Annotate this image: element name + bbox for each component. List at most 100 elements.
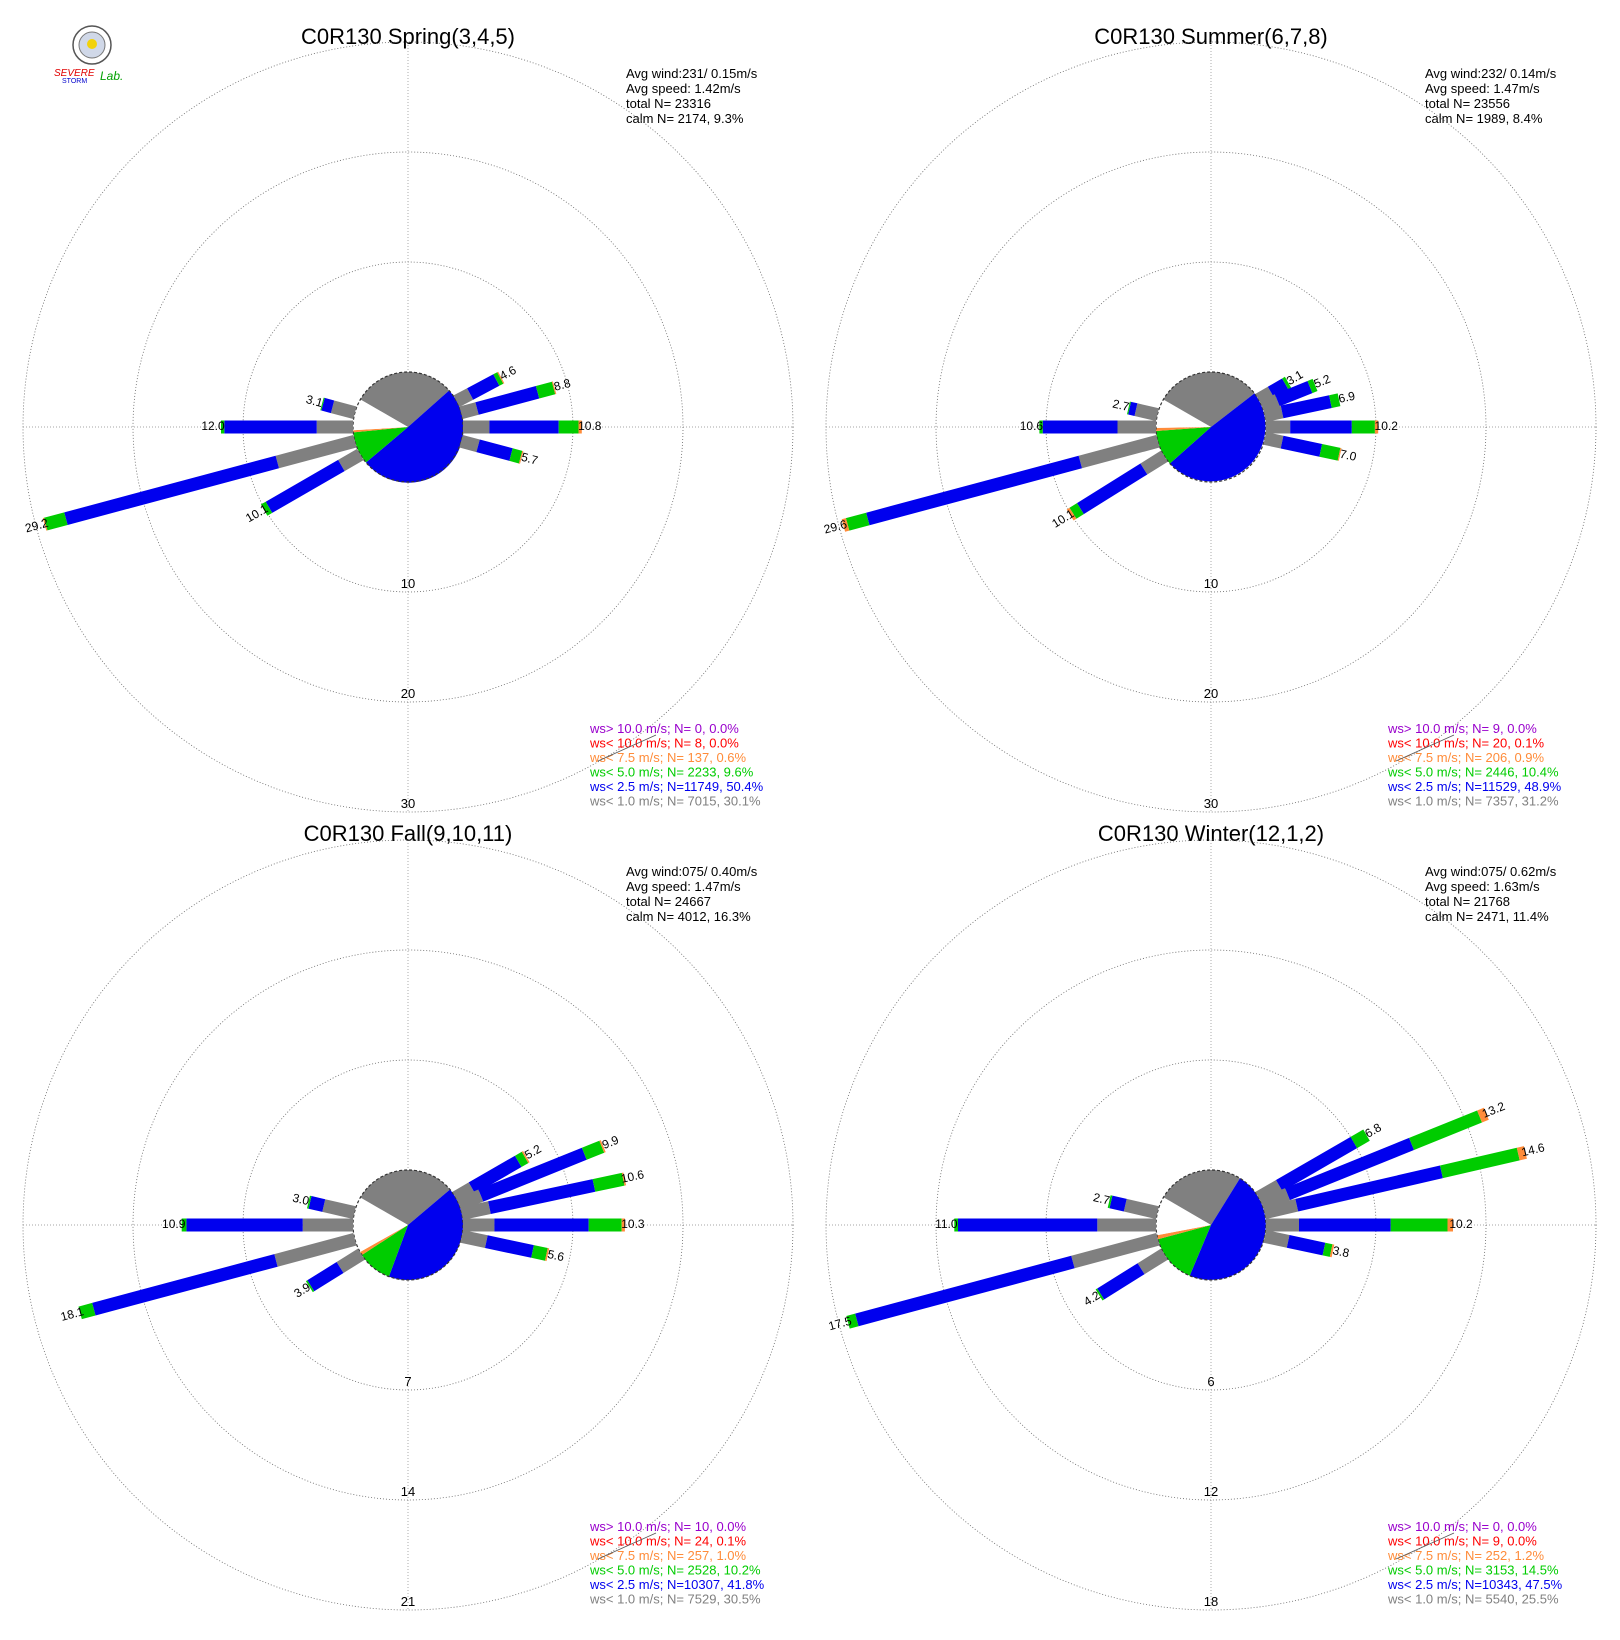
bar-seg-lt5 [1307, 378, 1318, 394]
bar-label: 6.9 [1337, 389, 1357, 406]
bar-seg-lt25 [1267, 378, 1289, 398]
legend-lt5: ws< 5.0 m/s; N= 3153, 14.5% [1387, 1563, 1559, 1578]
bar-label: 8.8 [552, 376, 572, 394]
stat-line: total N= 23316 [626, 96, 711, 111]
bar-seg-lt75 [42, 517, 48, 531]
bar-seg-lt75 [521, 1151, 530, 1164]
bar-seg-lt1 [1123, 1198, 1159, 1219]
bar-label: 14.6 [1520, 1140, 1546, 1159]
bar-seg-lt5 [181, 1218, 187, 1232]
bar-seg-lt75 [1374, 420, 1379, 434]
pie-slice-lt25 [388, 1189, 464, 1281]
bar-seg-lt5 [592, 1172, 625, 1192]
legend-lt25: ws< 2.5 m/s; N=11529, 48.9% [1387, 779, 1562, 794]
bar-label: 29.6 [822, 517, 848, 537]
legend-lt10: ws< 10.0 m/s; N= 9, 0.0% [1387, 1534, 1537, 1549]
legend-lt10: ws< 10.0 m/s; N= 8, 0.0% [589, 736, 739, 751]
bar-label: 3.8 [1331, 1243, 1351, 1260]
bar-label: 11.0 [935, 1217, 958, 1231]
bar-seg-lt25 [1280, 435, 1323, 457]
bar-seg-lt75 [578, 420, 582, 434]
bar-label: 29.2 [24, 516, 50, 536]
ring-grid [825, 839, 1597, 1611]
logo-text-lab: Lab. [100, 69, 123, 83]
bar-seg-lt25 [64, 455, 279, 525]
panel-fall: C0R130 Fall(9,10,11) Avg wind:075/ 0.40m/… [22, 821, 794, 1611]
legend-lt5: ws< 5.0 m/s; N= 2528, 10.2% [589, 1563, 761, 1578]
bar-seg-lt1 [322, 1199, 356, 1219]
bar-seg-lt25 [1097, 1263, 1145, 1300]
ring-label: 20 [1204, 686, 1218, 701]
bar-label: 2.7 [1092, 1190, 1112, 1207]
panel-spring: C0R130 Spring(3,4,5) Avg wind:231/ 0.15m/… [22, 24, 794, 813]
bar-seg-lt1 [1071, 1233, 1160, 1269]
bar-seg-lt75 [621, 1172, 627, 1186]
bar-seg-lt5 [1127, 401, 1131, 415]
pie-slice-lt1 [360, 372, 450, 427]
bar-seg-lt5 [78, 1302, 96, 1320]
stat-line: total N= 23556 [1425, 96, 1510, 111]
pie-slice-calm [1155, 400, 1211, 428]
bar-seg-lt75 [1447, 1218, 1453, 1232]
bar-seg-lt5 [44, 512, 68, 531]
pie-slice-lt5 [361, 1225, 408, 1277]
bar-seg-lt5 [1350, 1129, 1370, 1149]
logo-star-icon [87, 39, 97, 49]
bar-seg-lt5 [531, 1245, 548, 1261]
ring-grid [825, 41, 1597, 813]
ring-label: 10 [401, 576, 415, 591]
legend-lt1: ws< 1.0 m/s; N= 7015, 30.1% [589, 794, 761, 809]
pie-slice-lt75 [1157, 1225, 1211, 1240]
legend-strike [597, 734, 657, 762]
stat-line: calm N= 2174, 9.3% [626, 111, 744, 126]
bar-seg-lt1 [1259, 1188, 1290, 1211]
legend-lt75: ws< 7.5 m/s; N= 257, 1.0% [589, 1548, 747, 1563]
bar-seg-lt5 [558, 420, 579, 434]
bar-label: 10.8 [578, 419, 602, 433]
bar-seg-lt5 [535, 381, 556, 399]
bar-seg-lt5 [1440, 1147, 1520, 1179]
stat-line: total N= 21768 [1425, 894, 1510, 909]
bar-seg-lt5 [1409, 1110, 1482, 1150]
pie-slice-calm [352, 1198, 408, 1252]
bar-seg-lt1 [336, 1248, 365, 1273]
pie-slice-calm [353, 399, 408, 431]
bar-seg-lt25 [308, 1196, 326, 1212]
pie-slice-lt5 [1156, 427, 1211, 464]
bar-seg-lt25 [186, 1218, 303, 1232]
bar-seg-lt75 [545, 1248, 550, 1262]
bar-seg-lt1 [1078, 435, 1160, 469]
bar-seg-lt1 [463, 420, 490, 434]
bar-seg-lt75 [551, 381, 557, 395]
bar-seg-lt75 [1516, 1146, 1527, 1161]
bar-seg-lt25 [475, 386, 540, 415]
bar-seg-lt25 [467, 374, 500, 400]
stat-line: calm N= 4012, 16.3% [626, 909, 751, 924]
bar-seg-lt5 [221, 420, 225, 434]
bar-seg-lt75 [518, 450, 524, 464]
bar-seg-lt25 [1290, 420, 1352, 434]
bar-label: 3.1 [305, 392, 325, 410]
legend-gt10: ws> 10.0 m/s; N= 0, 0.0% [589, 721, 739, 736]
bar-label: 3.0 [291, 1191, 311, 1208]
bar-seg-lt1 [338, 448, 364, 472]
logo-text-severe: SEVERE [54, 68, 95, 79]
ring-label: 12 [1204, 1484, 1218, 1499]
stat-line: Avg speed: 1.42m/s [626, 81, 741, 96]
bar-seg-lt25 [485, 1235, 534, 1258]
ring-grid [22, 839, 794, 1611]
stat-line: calm N= 2471, 11.4% [1425, 909, 1549, 924]
stat-line: Avg wind:232/ 0.14m/s [1425, 66, 1557, 81]
chart-title: C0R130 Winter(12,1,2) [1098, 821, 1324, 846]
bar-seg-lt25 [468, 1155, 522, 1194]
chart-title: C0R130 Spring(3,4,5) [301, 24, 515, 49]
legend-lt5: ws< 5.0 m/s; N= 2233, 9.6% [589, 765, 754, 780]
bar-seg-lt1 [1263, 432, 1284, 449]
legend-lt1: ws< 1.0 m/s; N= 7357, 31.2% [1387, 794, 1559, 809]
bar-seg-lt1 [1266, 420, 1291, 434]
bar-seg-lt25 [1109, 1195, 1127, 1212]
bar-seg-lt5 [305, 1280, 315, 1293]
bar-seg-lt1 [275, 435, 357, 469]
bar-seg-lt1 [459, 435, 480, 453]
